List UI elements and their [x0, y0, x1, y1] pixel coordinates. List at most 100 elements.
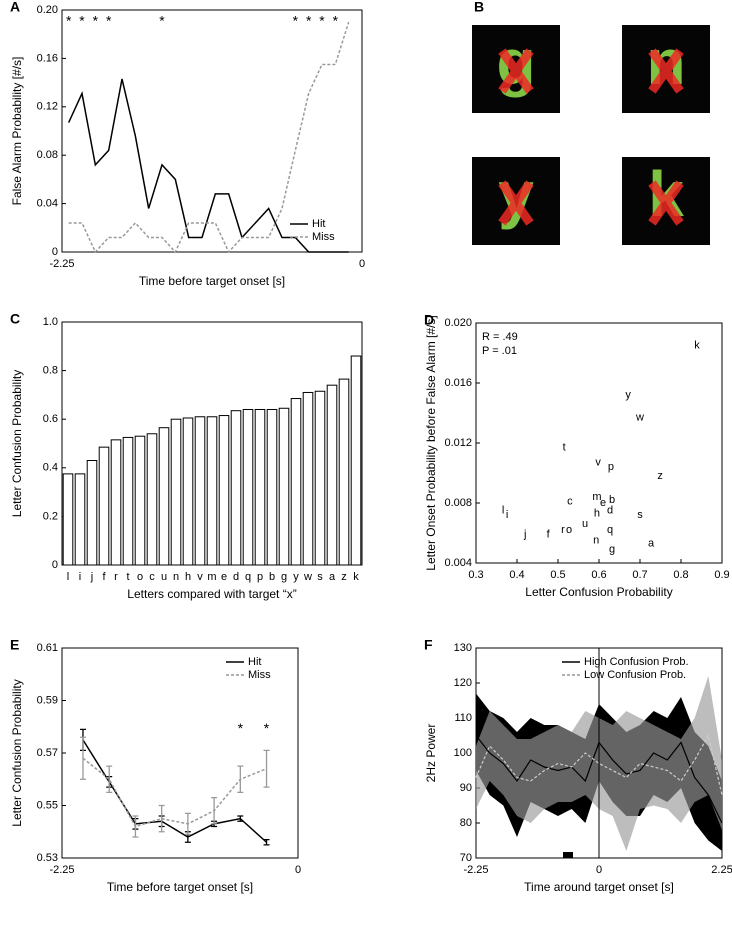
plot-frame [61, 9, 363, 253]
letter-point: y [625, 389, 631, 401]
significance-marker: * [66, 13, 72, 29]
y-axis-label: False Alarm Probability [#/s] [10, 57, 24, 206]
significance-marker: * [159, 13, 165, 29]
x-tick-label: h [185, 571, 191, 583]
x-tick-label: 0.9 [714, 569, 729, 581]
y-tick-label: 0.04 [37, 198, 58, 210]
y-tick-label: 0 [52, 559, 58, 571]
letter-point: i [506, 509, 508, 521]
panel-label: D [424, 312, 434, 328]
mean-line [475, 733, 723, 796]
legend-label: Miss [248, 669, 271, 681]
panel-label: F [424, 637, 433, 653]
x-axis-label: Letters compared with target “x” [127, 587, 296, 601]
series-line [67, 78, 349, 253]
letter-point: h [594, 507, 600, 519]
letter-point: a [648, 537, 655, 549]
y-tick-label: 0.2 [43, 510, 58, 522]
letter-point: c [567, 495, 573, 507]
x-tick-label: 0 [295, 864, 301, 876]
letter-point: u [582, 518, 588, 530]
legend-label: High Confusion Prob. [584, 656, 689, 668]
x-tick-label: o [137, 571, 143, 583]
letter-point: s [637, 509, 643, 521]
y-tick-label: 0.8 [43, 365, 58, 377]
x-tick-label: 0.8 [673, 569, 688, 581]
x-tick-label: b [269, 571, 275, 583]
panel-label: A [10, 0, 20, 15]
series-line [82, 757, 267, 828]
y-axis-label: Letter Confusion Probability [10, 370, 24, 517]
x-tick-label: d [233, 571, 239, 583]
y-axis-label: Letter Onset Probability before False Al… [424, 315, 438, 570]
x-tick-label: m [207, 571, 216, 583]
letter-point: t [563, 441, 566, 453]
x-tick-label: -2.25 [49, 864, 74, 876]
bar [182, 417, 194, 566]
bar [158, 427, 170, 566]
y-tick-label: 0.004 [444, 557, 472, 569]
letter-point: r [561, 524, 565, 536]
bar [314, 390, 326, 566]
x-tick-label: t [126, 571, 129, 583]
bar [74, 473, 86, 566]
bar [206, 416, 218, 566]
x-tick-label: -2.25 [463, 864, 488, 876]
letter-point: q [607, 524, 613, 536]
x-tick-label: u [161, 571, 167, 583]
significance-marker: * [319, 13, 325, 29]
significance-marker: * [106, 13, 112, 29]
x-tick-label: 0.7 [632, 569, 647, 581]
letter-point: e [600, 497, 606, 509]
x-tick-label: n [173, 571, 179, 583]
x-tick-label: 0 [359, 258, 365, 270]
x-tick-label: f [102, 571, 106, 583]
bar [266, 408, 278, 566]
x-tick-label: z [341, 571, 347, 583]
x-tick-label: w [303, 571, 312, 583]
letter-point: m [592, 491, 601, 503]
letter-point: l [502, 504, 504, 516]
error-bar [211, 796, 218, 825]
y-tick-label: 1.0 [43, 316, 58, 328]
letter-point: k [694, 339, 700, 351]
plot-frame [475, 322, 723, 564]
letter-point: f [547, 528, 551, 540]
y-tick-label: 130 [454, 642, 472, 654]
x-tick-label: 2.25 [711, 864, 732, 876]
error-bar [263, 838, 270, 846]
error-bar [184, 812, 191, 836]
y-tick-label: 0.16 [37, 52, 58, 64]
y-tick-label: 80 [460, 817, 472, 829]
x-tick-label: -2.25 [49, 258, 74, 270]
letter-point: j [523, 528, 526, 540]
y-tick-label: 0.57 [37, 747, 58, 759]
letter-point: z [657, 470, 663, 482]
legend-label: Hit [248, 656, 261, 668]
y-tick-label: 110 [454, 712, 472, 724]
y-tick-label: 0.59 [37, 694, 58, 706]
bar [134, 435, 146, 566]
target-overlay [648, 180, 684, 226]
bar [98, 446, 110, 566]
y-tick-label: 0.53 [37, 852, 58, 864]
target-overlay [498, 48, 534, 94]
significance-marker: * [264, 720, 270, 736]
bar [254, 408, 266, 566]
target-overlay [498, 180, 534, 226]
bar [278, 407, 290, 566]
bar [194, 416, 206, 566]
x-tick-label: y [293, 571, 299, 583]
stat-annotation: P = .01 [482, 345, 517, 357]
error-bar [237, 815, 244, 822]
y-tick-label: 0.020 [444, 317, 472, 329]
y-tick-label: 120 [454, 677, 472, 689]
x-tick-label: p [257, 571, 263, 583]
target-overlay [648, 48, 684, 94]
x-axis-label: Time before target onset [s] [107, 880, 253, 894]
bar [326, 384, 338, 566]
significance-marker: * [306, 13, 312, 29]
significance-marker: * [333, 13, 339, 29]
letter-point: o [566, 524, 572, 536]
bar [110, 439, 122, 566]
